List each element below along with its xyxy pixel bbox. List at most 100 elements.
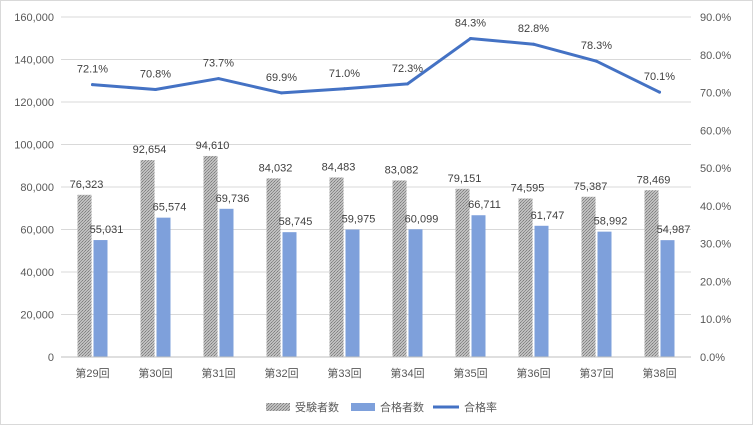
label-passers: 65,574 — [153, 202, 187, 214]
legend-swatch-passers — [351, 403, 375, 411]
label-passers: 60,099 — [405, 213, 439, 225]
x-tick-label: 第32回 — [264, 366, 298, 380]
bar-applicants — [581, 196, 596, 357]
x-tick-label: 第34回 — [390, 366, 424, 380]
bar-passers — [597, 231, 612, 357]
x-tick-label: 第37回 — [579, 366, 613, 380]
label-passers: 58,745 — [279, 216, 313, 228]
rate-point — [595, 59, 598, 63]
bar-passers — [219, 208, 234, 357]
right-tick-label: 70.0% — [700, 88, 731, 100]
right-tick-label: 40.0% — [700, 201, 731, 213]
label-passers: 55,031 — [90, 224, 124, 236]
label-passers: 66,711 — [468, 199, 501, 211]
label-rate: 72.3% — [392, 63, 423, 75]
rate-point — [532, 42, 535, 46]
bar-passers — [93, 240, 108, 357]
bar-passers — [282, 232, 297, 357]
rate-point — [658, 90, 661, 94]
label-applicants: 76,323 — [70, 179, 104, 191]
label-rate: 73.7% — [203, 58, 234, 70]
label-applicants: 74,595 — [511, 182, 545, 194]
label-applicants: 78,469 — [637, 174, 671, 186]
left-tick-label: 80,000 — [20, 182, 54, 194]
rate-line — [91, 37, 661, 95]
left-axis: 0 20,000 40,000 60,000 80,000 100,000 120,000 1… — [14, 12, 54, 364]
bar-applicants — [77, 194, 92, 357]
right-tick-label: 60.0% — [700, 125, 731, 137]
right-axis: 0.0% 10.0% 20.0% 30.0% 40.0% 50.0% 60.0% 70.0% 8… — [700, 12, 731, 364]
data-labels: 76,323 55,031 92,654 65,574 94,610 69,736 84,0… — [70, 18, 691, 237]
label-applicants: 75,387 — [574, 181, 608, 193]
bar-passers — [660, 240, 675, 357]
rate-point — [154, 88, 157, 92]
bar-applicants — [518, 198, 533, 357]
label-rate: 78.3% — [581, 40, 612, 52]
label-passers: 69,736 — [216, 193, 250, 205]
label-applicants: 84,032 — [259, 162, 293, 174]
label-passers: 59,975 — [342, 214, 376, 226]
bar-passers — [345, 229, 360, 357]
rate-line-path — [91, 37, 661, 95]
label-applicants: 92,654 — [133, 144, 167, 156]
label-passers: 54,987 — [657, 224, 691, 236]
label-rate: 71.0% — [329, 68, 360, 80]
bar-applicants — [140, 160, 155, 357]
left-tick-label: 120,000 — [14, 97, 54, 109]
legend: 受験者数 合格者数 合格率 — [266, 400, 497, 414]
label-applicants: 84,483 — [322, 161, 356, 173]
left-tick-label: 40,000 — [20, 267, 54, 279]
label-rate: 70.1% — [644, 71, 675, 83]
rate-point — [217, 77, 220, 81]
rate-point — [280, 91, 283, 95]
left-tick-label: 140,000 — [14, 55, 54, 67]
bar-applicants — [392, 180, 407, 357]
right-tick-label: 30.0% — [700, 239, 731, 251]
bar-applicants — [203, 155, 218, 357]
label-rate: 72.1% — [77, 64, 108, 76]
rate-point — [343, 87, 346, 91]
right-tick-label: 20.0% — [700, 276, 731, 288]
label-applicants: 79,151 — [448, 173, 482, 185]
left-tick-label: 160,000 — [14, 12, 54, 24]
label-rate: 84.3% — [455, 18, 486, 30]
x-tick-label: 第29回 — [75, 366, 109, 380]
bar-passers — [534, 225, 549, 357]
x-tick-label: 第35回 — [453, 366, 487, 380]
label-passers: 58,992 — [594, 216, 628, 228]
label-passers: 61,747 — [531, 210, 565, 222]
legend-label-rate: 合格率 — [464, 400, 497, 414]
legend-label-passers: 合格者数 — [380, 400, 424, 414]
x-tick-label: 第31回 — [201, 366, 235, 380]
right-tick-label: 0.0% — [700, 352, 725, 364]
bar-applicants — [455, 188, 470, 357]
x-tick-label: 第33回 — [327, 366, 361, 380]
bar-passers — [156, 217, 171, 357]
x-axis: 第29回 第30回 第31回 第32回 第33回 第34回 第35回 第36回 第37回 第38回 — [61, 356, 691, 380]
bar-passers — [408, 229, 423, 357]
right-tick-label: 10.0% — [700, 314, 731, 326]
x-tick-label: 第38回 — [642, 366, 676, 380]
bars — [77, 155, 675, 357]
legend-label-applicants: 受験者数 — [295, 400, 339, 414]
rate-point — [469, 37, 472, 41]
right-tick-label: 80.0% — [700, 50, 731, 62]
right-tick-label: 90.0% — [700, 12, 731, 24]
x-tick-label: 第30回 — [138, 366, 172, 380]
rate-point — [91, 83, 94, 87]
rate-point — [406, 82, 409, 86]
label-rate: 82.8% — [518, 23, 549, 35]
bar-applicants — [644, 190, 659, 357]
label-applicants: 83,082 — [385, 164, 419, 176]
left-tick-label: 20,000 — [20, 310, 54, 322]
left-tick-label: 100,000 — [14, 140, 54, 152]
label-rate: 69.9% — [266, 72, 297, 84]
legend-swatch-applicants — [266, 403, 290, 411]
right-tick-label: 50.0% — [700, 163, 731, 175]
label-rate: 70.8% — [140, 69, 171, 81]
label-applicants: 94,610 — [196, 140, 230, 152]
left-tick-label: 60,000 — [20, 225, 54, 237]
left-tick-label: 0 — [48, 352, 54, 364]
